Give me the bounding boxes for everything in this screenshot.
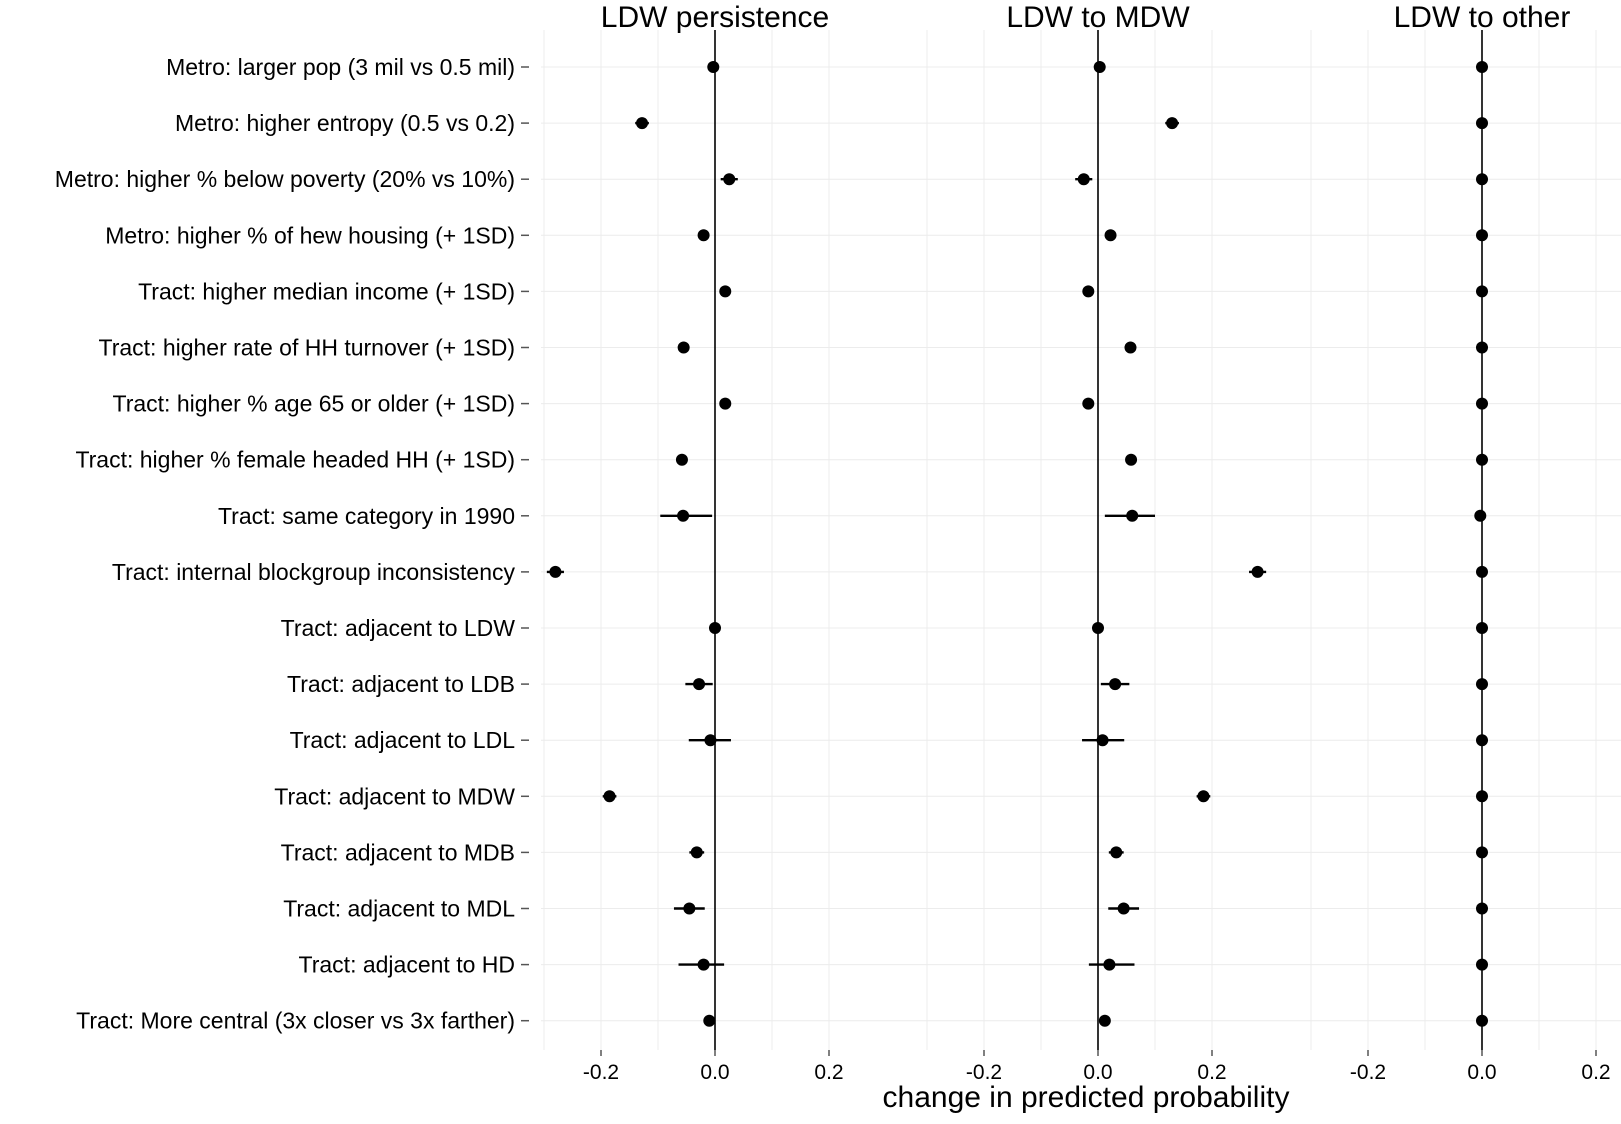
estimate-point <box>677 341 690 354</box>
row-label: Tract: same category in 1990 <box>218 503 515 529</box>
estimate-point <box>675 453 688 466</box>
grid-layer <box>541 30 1621 1050</box>
estimate-point <box>703 1014 716 1027</box>
estimate-point <box>704 734 717 747</box>
estimate-point <box>1251 565 1264 578</box>
row-label: Tract: adjacent to MDW <box>274 783 515 809</box>
estimate-point <box>677 509 690 522</box>
estimate-point <box>1098 1014 1111 1027</box>
x-axis-title: change in predicted probability <box>883 1081 1290 1114</box>
estimate-point <box>1082 285 1095 298</box>
row-label: Tract: adjacent to MDB <box>281 839 515 865</box>
estimate-point <box>683 902 696 915</box>
estimate-point <box>1092 622 1104 634</box>
x-tick-label: 0.2 <box>814 1061 843 1084</box>
row-label: Metro: higher % below poverty (20% vs 10… <box>55 166 515 192</box>
x-tick-label: 0.2 <box>1581 1061 1610 1084</box>
estimate-point <box>1476 734 1488 747</box>
row-label: Tract: internal blockgroup inconsistency <box>112 559 516 585</box>
estimate-point <box>1093 61 1106 73</box>
panel-titles: LDW persistence LDW to MDW LDW to other <box>601 1 1571 34</box>
estimate-point <box>1476 397 1488 410</box>
row-labels: Metro: larger pop (3 mil vs 0.5 mil) Metr… <box>55 54 529 1034</box>
estimate-point <box>1124 341 1137 354</box>
row-label: Metro: higher % of hew housing (+ 1SD) <box>105 222 515 248</box>
estimate-point <box>1096 734 1109 747</box>
estimate-point <box>1082 397 1095 410</box>
estimate-point <box>693 678 706 691</box>
row-label: Tract: adjacent to LDW <box>281 615 516 641</box>
x-tick-label: 0.0 <box>1083 1061 1112 1084</box>
row-label: Tract: adjacent to MDL <box>283 896 515 922</box>
row-label: Tract: higher % female headed HH (+ 1SD) <box>75 447 515 473</box>
estimate-point <box>1197 790 1210 803</box>
row-label: Metro: larger pop (3 mil vs 0.5 mil) <box>166 54 515 80</box>
estimate-point <box>1476 565 1488 578</box>
estimate-point <box>1126 509 1139 522</box>
estimate-point <box>697 958 710 971</box>
row-label: Tract: higher rate of HH turnover (+ 1SD… <box>99 335 516 361</box>
estimate-point <box>636 117 649 130</box>
estimate-point <box>719 285 732 298</box>
data-marks <box>546 61 1488 1027</box>
panel-title: LDW to MDW <box>1006 1 1190 34</box>
row-label: Tract: adjacent to LDL <box>290 727 516 753</box>
x-tick-label: 0.0 <box>1467 1061 1496 1084</box>
estimate-point <box>1117 902 1130 915</box>
row-label: Tract: higher % age 65 or older (+ 1SD) <box>113 391 515 417</box>
estimate-point <box>1104 229 1117 242</box>
estimate-point <box>697 229 710 242</box>
estimate-point <box>1474 509 1487 522</box>
estimate-point <box>1077 173 1090 186</box>
estimate-point <box>719 397 732 410</box>
panel-title: LDW to other <box>1394 1 1571 34</box>
row-label: Tract: More central (3x closer vs 3x far… <box>76 1008 515 1034</box>
estimate-point <box>1476 229 1488 242</box>
zero-lines <box>714 30 1483 1050</box>
estimate-point <box>1110 846 1123 859</box>
estimate-point <box>1109 678 1122 691</box>
estimate-point <box>723 173 736 186</box>
estimate-point <box>1476 958 1488 971</box>
row-label: Tract: adjacent to LDB <box>287 671 515 697</box>
estimate-point <box>1476 902 1488 915</box>
estimate-point <box>1103 958 1116 971</box>
row-label: Metro: higher entropy (0.5 vs 0.2) <box>175 110 515 136</box>
x-tick-label: 0.0 <box>700 1061 729 1084</box>
estimate-point <box>1476 790 1488 803</box>
estimate-point <box>707 61 720 73</box>
estimate-point <box>1476 285 1488 298</box>
estimate-point <box>1476 61 1488 73</box>
row-label: Tract: higher median income (+ 1SD) <box>138 278 515 304</box>
estimate-point <box>1476 846 1488 859</box>
estimate-point <box>709 622 721 634</box>
estimate-point <box>1476 173 1488 186</box>
panel-title: LDW persistence <box>601 1 829 34</box>
x-ticks: -0.2 0.0 0.2 -0.2 0.0 0.2 -0.2 0.0 0.2 <box>583 1050 1611 1084</box>
estimate-point <box>1166 117 1179 130</box>
x-tick-label: 0.2 <box>1197 1061 1226 1084</box>
estimate-point <box>1476 453 1488 466</box>
estimate-point <box>603 790 616 803</box>
estimate-point <box>1476 678 1488 691</box>
estimate-point <box>549 565 562 578</box>
row-label: Tract: adjacent to HD <box>299 952 515 978</box>
x-tick-label: -0.2 <box>1350 1061 1386 1084</box>
estimate-point <box>1125 453 1138 466</box>
estimate-point <box>1476 341 1488 354</box>
x-tick-label: -0.2 <box>583 1061 619 1084</box>
estimate-point <box>1476 117 1488 130</box>
estimate-point <box>690 846 703 859</box>
estimate-point <box>1476 1014 1488 1027</box>
estimate-point <box>1476 622 1488 634</box>
x-tick-label: -0.2 <box>966 1061 1002 1084</box>
